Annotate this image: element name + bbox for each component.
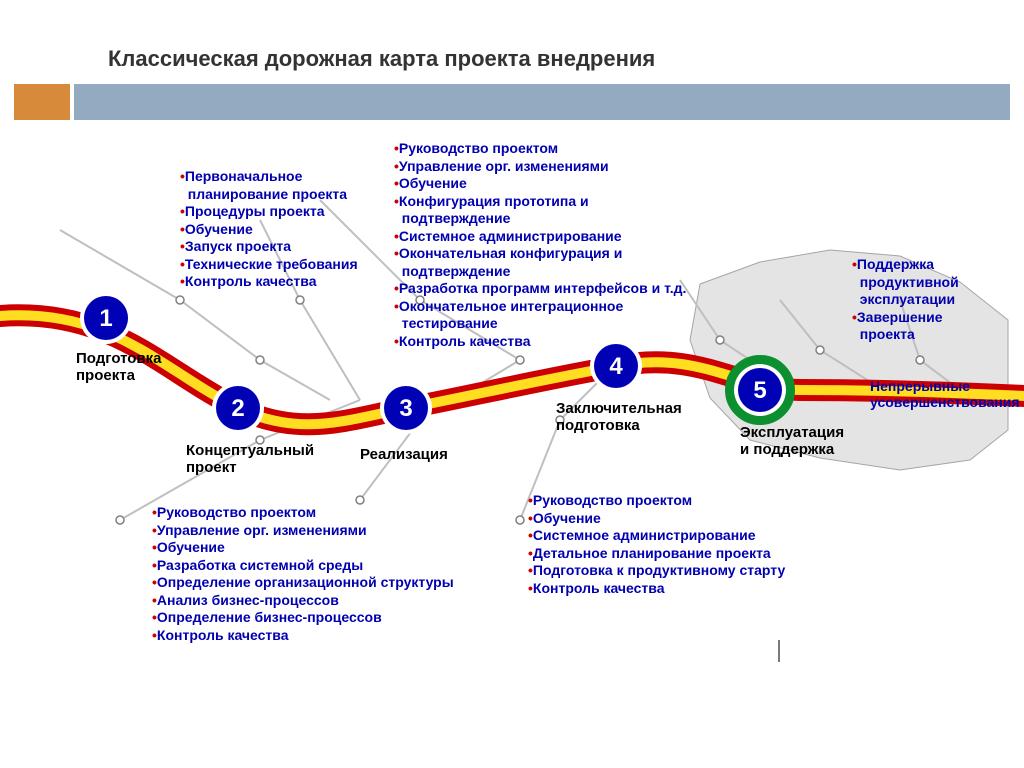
bullet-block-3: •Руководство проектом•Обучение•Системное… bbox=[528, 492, 785, 597]
text-cursor bbox=[778, 640, 780, 662]
svg-text:2: 2 bbox=[231, 395, 244, 422]
milestone-label-1: Подготовка проекта bbox=[76, 350, 162, 384]
milestone-label-2: Концептуальный проект bbox=[186, 442, 314, 476]
milestone-label-5: Эксплуатация и поддержка bbox=[740, 424, 844, 458]
bullet-block-2: •Руководство проектом•Управление орг. из… bbox=[152, 504, 454, 644]
svg-text:1: 1 bbox=[99, 305, 112, 332]
continuous-improvement-label: Непрерывные усовершенствования bbox=[870, 378, 1020, 410]
bullet-block-0: •Первоначальное планирование проекта•Про… bbox=[180, 168, 358, 291]
milestone-label-3: Реализация bbox=[360, 446, 448, 463]
svg-text:3: 3 bbox=[399, 395, 412, 422]
bullet-block-4: •Поддержка продуктивной эксплуатации•Зав… bbox=[852, 256, 959, 344]
svg-text:4: 4 bbox=[609, 353, 623, 380]
svg-text:5: 5 bbox=[753, 377, 766, 404]
bullet-block-1: •Руководство проектом•Управление орг. из… bbox=[394, 140, 686, 350]
milestone-label-4: Заключительная подготовка bbox=[556, 400, 682, 434]
